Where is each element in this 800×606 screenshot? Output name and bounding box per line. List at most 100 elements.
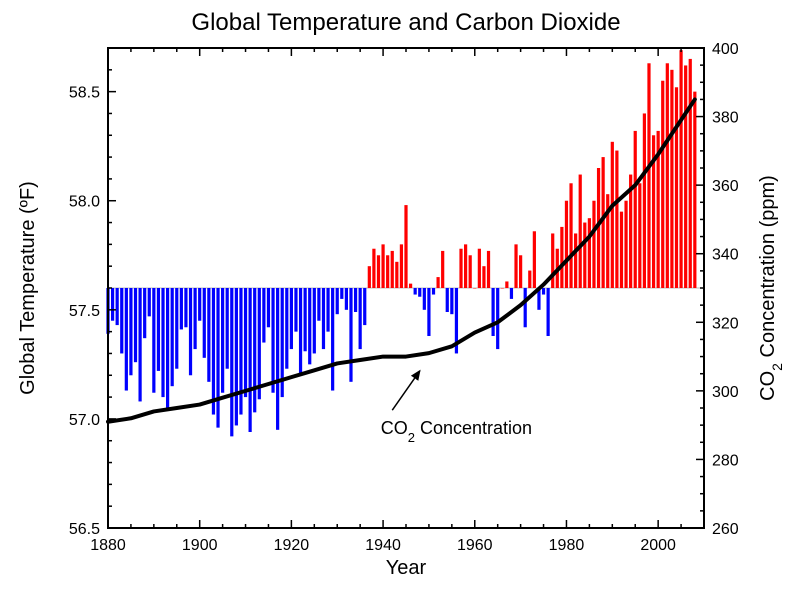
temp-bar-below: [345, 288, 348, 310]
temp-bar-below: [414, 288, 417, 295]
temp-bar-above: [661, 81, 664, 288]
temp-bar-below: [198, 288, 201, 321]
temp-bar-below: [143, 288, 146, 338]
temp-bar-above: [689, 59, 692, 288]
temp-bar-above: [592, 201, 595, 288]
temp-bar-above: [624, 201, 627, 288]
temp-bar-above: [404, 205, 407, 288]
temp-bar-above: [478, 249, 481, 288]
temp-bar-above: [670, 70, 673, 288]
x-tick-label: 1920: [274, 537, 310, 554]
temp-bar-above: [634, 131, 637, 288]
temp-bar-below: [221, 288, 224, 393]
temp-bar-above: [583, 223, 586, 288]
temp-bar-below: [542, 288, 545, 295]
temp-bar-below: [336, 288, 339, 314]
temp-bar-above: [588, 218, 591, 288]
temp-bar-above: [569, 183, 572, 288]
temp-bar-below: [313, 288, 316, 353]
temp-bar-below: [427, 288, 430, 336]
temp-bar-below: [304, 288, 307, 351]
temp-bar-above: [501, 288, 504, 289]
temp-bar-above: [400, 244, 403, 288]
temp-bar-above: [643, 113, 646, 288]
temp-bar-below: [267, 288, 270, 327]
temp-bar-above: [519, 255, 522, 288]
temp-bar-below: [239, 288, 242, 415]
temp-bar-below: [207, 288, 210, 382]
y-right-tick-label: 400: [712, 41, 739, 58]
temp-bar-below: [308, 288, 311, 364]
temp-bar-below: [161, 288, 164, 397]
temp-bar-below: [547, 288, 550, 336]
temp-bar-below: [262, 288, 265, 343]
temp-bar-below: [226, 288, 229, 369]
y-right-tick-label: 300: [712, 384, 739, 401]
temp-bar-above: [684, 65, 687, 288]
temp-bar-above: [377, 255, 380, 288]
temp-bar-above: [372, 249, 375, 288]
temp-bar-below: [359, 288, 362, 349]
temp-bar-above: [615, 151, 618, 288]
temp-bar-above: [533, 231, 536, 288]
temp-bar-below: [157, 288, 160, 371]
temp-bar-below: [120, 288, 123, 353]
temp-bar-below: [212, 288, 215, 415]
y-left-tick-label: 58.5: [69, 85, 100, 102]
temp-bar-above: [611, 142, 614, 288]
x-tick-label: 1900: [182, 537, 218, 554]
y-right-tick-label: 340: [712, 247, 739, 264]
y-right-tick-label: 380: [712, 110, 739, 127]
temp-bar-below: [423, 288, 426, 310]
temp-bar-below: [111, 288, 114, 321]
temp-bar-above: [473, 288, 476, 289]
temp-bar-below: [349, 288, 352, 382]
temp-bar-above: [574, 233, 577, 288]
temp-bar-below: [249, 288, 252, 432]
temp-bar-below: [235, 288, 238, 425]
chart-title: Global Temperature and Carbon Dioxide: [191, 9, 620, 36]
temp-bar-above: [441, 251, 444, 288]
temp-bar-below: [418, 288, 421, 297]
temp-bar-above: [675, 87, 678, 288]
temp-bar-above: [579, 175, 582, 288]
y-right-tick-label: 360: [712, 178, 739, 195]
temp-bar-above: [565, 201, 568, 288]
y-left-axis-label: Global Temperature (ºF): [17, 181, 39, 395]
temp-bar-above: [459, 249, 462, 288]
temp-bar-above: [368, 266, 371, 288]
temp-bar-below: [299, 288, 302, 375]
temp-bar-above: [395, 262, 398, 288]
temp-bar-below: [189, 288, 192, 375]
temp-bar-above: [386, 255, 389, 288]
x-tick-label: 1980: [549, 537, 585, 554]
temp-bar-above: [666, 63, 669, 288]
temp-bar-below: [171, 288, 174, 386]
temp-bar-above: [560, 227, 563, 288]
y-left-tick-label: 58.0: [69, 194, 100, 211]
x-tick-label: 2000: [640, 537, 676, 554]
x-axis-label: Year: [386, 557, 427, 579]
temp-bar-below: [116, 288, 119, 325]
temp-bar-below: [175, 288, 178, 369]
temp-bar-below: [450, 288, 453, 314]
temp-bar-above: [482, 266, 485, 288]
temp-bar-below: [290, 288, 293, 349]
temp-bar-below: [294, 288, 297, 332]
temp-bar-below: [253, 288, 256, 412]
temp-bar-above: [381, 244, 384, 288]
x-tick-label: 1940: [365, 537, 401, 554]
y-left-tick-label: 57.0: [69, 412, 100, 429]
temp-bar-below: [363, 288, 366, 325]
temp-bar-above: [679, 50, 682, 288]
temp-bar-below: [138, 288, 141, 401]
temp-bar-below: [258, 288, 261, 399]
temp-bar-below: [317, 288, 320, 321]
temp-bar-above: [464, 244, 467, 288]
temp-bar-above: [647, 63, 650, 288]
temp-bar-below: [322, 288, 325, 349]
temp-bar-below: [184, 288, 187, 327]
temp-bar-above: [638, 183, 641, 288]
temp-bar-below: [524, 288, 527, 327]
temp-bar-below: [148, 288, 151, 316]
